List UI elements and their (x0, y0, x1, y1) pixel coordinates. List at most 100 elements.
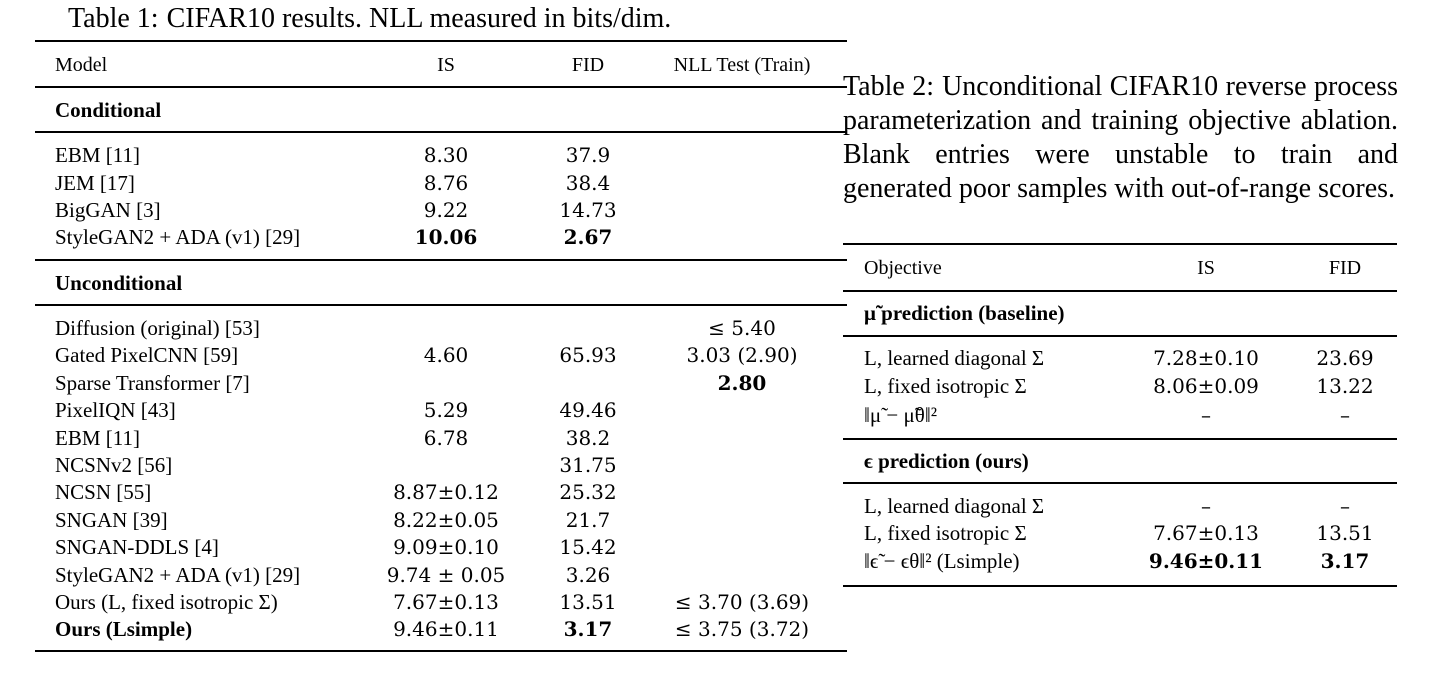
model-cell: NCSN [55] (55, 480, 152, 504)
table1-caption: Table 1: CIFAR10 results. NLL measured in… (68, 2, 671, 36)
is-cell: 10.06 (414, 225, 478, 249)
fid-cell: 31.75 (559, 453, 617, 477)
objective-cell: L, fixed isotropic Σ (864, 374, 1027, 398)
table2-section-rule (843, 335, 1397, 337)
fid-cell: 49.46 (559, 398, 617, 422)
fid-cell: 37.9 (565, 143, 611, 167)
objective-cell: L, learned diagonal Σ (864, 494, 1045, 518)
nll-cell: ≤ 3.75 (3.72) (674, 617, 810, 641)
table-row: ‖ϵ̃ − ϵθ‖² (Lsimple) 9.46±0.11 3.17 (0, 548, 1452, 575)
model-cell: NCSNv2 [56] (55, 453, 173, 477)
table2-header-row: Objective IS FID (0, 255, 1452, 282)
table2-caption: Table 2: Unconditional CIFAR10 reverse pr… (843, 70, 1398, 206)
fid-cell: 13.51 (559, 590, 617, 614)
is-cell: 9.46±0.11 (1148, 549, 1264, 573)
table1-col-nll: NLL Test (Train) (673, 54, 811, 76)
fid-cell: 38.2 (565, 426, 611, 450)
model-cell: JEM [17] (55, 171, 135, 195)
table-row: Ours (Lsimple) 9.46±0.11 3.17 ≤ 3.75 (3.… (0, 616, 850, 643)
model-cell: Ours (L, fixed isotropic Σ) (55, 590, 278, 614)
table2-section-rule (843, 482, 1397, 484)
nll-cell: 3.03 (2.90) (686, 343, 798, 367)
table2-header-rule (843, 290, 1397, 292)
is-cell: 7.28±0.10 (1153, 346, 1259, 370)
table-row: L, learned diagonal Σ 7.28±0.10 23.69 (0, 345, 1452, 372)
table2-col-fid: FID (1328, 257, 1362, 279)
fid-cell: 65.93 (559, 343, 617, 367)
model-cell: EBM [11] (55, 143, 140, 167)
table-row: Gated PixelCNN [59] 4.60 65.93 3.03 (2.9… (0, 342, 850, 369)
objective-cell: ‖ϵ̃ − ϵθ‖² (Lsimple) (864, 549, 1020, 573)
objective-cell: L, learned diagonal Σ (864, 346, 1045, 370)
table1-caption-label: Table 1: (68, 3, 159, 34)
fid-cell: 14.73 (559, 198, 617, 222)
fid-cell: 38.4 (565, 171, 611, 195)
fid-cell: – (1340, 494, 1350, 518)
fid-cell: 21.7 (565, 508, 611, 532)
table-row: L, fixed isotropic Σ 7.67±0.13 13.51 (0, 520, 1452, 547)
table-row: PixelIQN [43] 5.29 49.46 (0, 397, 850, 424)
nll-cell: ≤ 3.70 (3.69) (674, 590, 810, 614)
is-cell: 9.46±0.11 (393, 617, 499, 641)
is-cell: – (1201, 403, 1211, 427)
is-cell: 8.22±0.05 (393, 508, 499, 532)
fid-cell: 3.17 (1320, 549, 1370, 573)
model-cell: StyleGAN2 + ADA (v1) [29] (55, 563, 301, 587)
fid-cell: 15.42 (559, 535, 617, 559)
table-row: StyleGAN2 + ADA (v1) [29] 9.74 ± 0.05 3.… (0, 562, 850, 589)
table-row: NCSN [55] 8.87±0.12 25.32 (0, 479, 850, 506)
table-row: BigGAN [3] 9.22 14.73 (0, 197, 850, 224)
nll-cell: 2.80 (717, 371, 767, 395)
fid-cell: 13.51 (1316, 521, 1374, 545)
table-row: StyleGAN2 + ADA (v1) [29] 10.06 2.67 (0, 224, 850, 251)
table1-section-title: Unconditional (55, 271, 183, 295)
model-cell: StyleGAN2 + ADA (v1) [29] (55, 225, 301, 249)
model-cell: EBM [11] (55, 426, 140, 450)
model-cell: PixelIQN [43] (55, 398, 176, 422)
model-cell: SNGAN [39] (55, 508, 168, 532)
table2-section-ours: ϵ prediction (ours) (864, 448, 1029, 475)
table-row: SNGAN-DDLS [4] 9.09±0.10 15.42 (0, 534, 850, 561)
is-cell: 5.29 (423, 398, 469, 422)
table-row: SNGAN [39] 8.22±0.05 21.7 (0, 507, 850, 534)
table1-top-rule (35, 40, 847, 42)
fid-cell: 25.32 (559, 480, 617, 504)
table1-section-title: Conditional (55, 98, 162, 122)
table2-bottom-rule (843, 585, 1397, 587)
table1-col-fid: FID (571, 54, 605, 76)
is-cell: 6.78 (423, 426, 469, 450)
is-cell: 7.67±0.13 (1153, 521, 1259, 545)
table2-section-divider (843, 438, 1397, 440)
fid-cell: – (1340, 403, 1350, 427)
table-row: Diffusion (original) [53] ≤ 5.40 (0, 315, 850, 342)
table-row: EBM [11] 8.30 37.9 (0, 142, 850, 169)
table2-caption-label: Table 2: (843, 71, 935, 102)
table1-section-unconditional: Unconditional (55, 270, 182, 297)
table2-section-title: ϵ prediction (ours) (864, 449, 1029, 473)
table2-col-is: IS (1197, 257, 1215, 279)
is-cell: 8.30 (423, 143, 469, 167)
objective-cell: ‖μ̃ − μ̃θ‖² (864, 403, 938, 427)
table1-section-conditional: Conditional (55, 97, 161, 124)
is-cell: 9.22 (423, 198, 469, 222)
table1-bottom-rule (35, 650, 847, 652)
table1-section-rule (35, 131, 847, 133)
table1-caption-text: CIFAR10 results. NLL measured in bits/di… (166, 3, 672, 34)
model-cell: Gated PixelCNN [59] (55, 343, 239, 367)
table-row: ‖μ̃ − μ̃θ‖² – – (0, 402, 1452, 429)
table-row: NCSNv2 [56] 31.75 (0, 452, 850, 479)
model-cell: SNGAN-DDLS [4] (55, 535, 219, 559)
nll-cell: ≤ 5.40 (708, 316, 776, 340)
fid-cell: 3.17 (563, 617, 613, 641)
table1-col-is: IS (437, 54, 455, 76)
table1-section-divider (35, 259, 847, 261)
fid-cell: 23.69 (1316, 346, 1374, 370)
table1-header-row: Model IS FID NLL Test (Train) (0, 52, 850, 79)
model-cell: Sparse Transformer [7] (55, 371, 250, 395)
fid-cell: 2.67 (563, 225, 613, 249)
fid-cell: 13.22 (1316, 374, 1374, 398)
table-row: Ours (L, fixed isotropic Σ) 7.67±0.13 13… (0, 589, 850, 616)
table-row: EBM [11] 6.78 38.2 (0, 425, 850, 452)
is-cell: 9.74 ± 0.05 (386, 563, 506, 587)
table-row: L, learned diagonal Σ – – (0, 493, 1452, 520)
